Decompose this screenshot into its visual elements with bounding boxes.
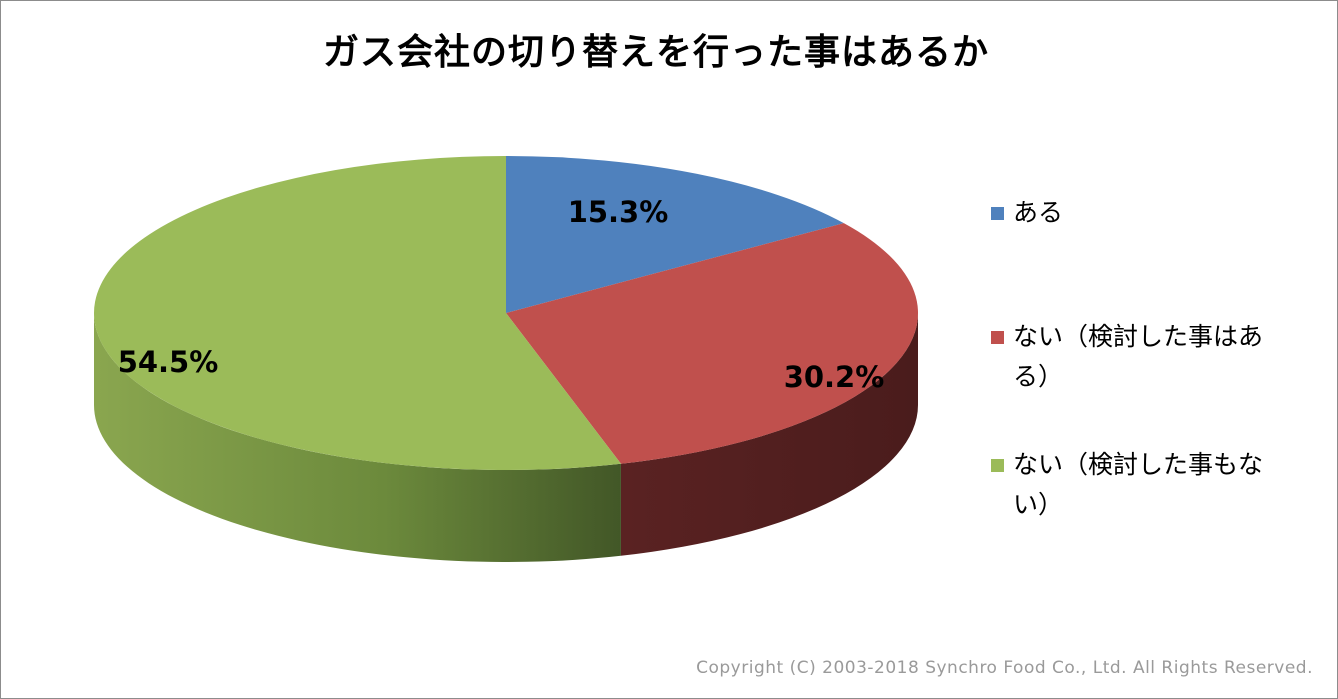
data-label-nai-kentou-nai: 54.5%: [118, 345, 219, 379]
chart-title: ガス会社の切り替えを行った事はあるか: [322, 32, 989, 73]
legend-swatch-aru: [991, 207, 1004, 220]
pie-side-nai-kentou-nai: [94, 313, 621, 562]
pie-side-nai-kentou-aru: [620, 313, 919, 556]
pie-labels: 15.3% 30.2% 54.5%: [118, 195, 885, 394]
copyright-notice: Copyright (C) 2003-2018 Synchro Food Co.…: [696, 658, 1313, 678]
pie-tops: [93, 156, 918, 470]
pie-slice-nai-kentou-aru: [506, 223, 918, 464]
data-label-nai-kentou-aru: 30.2%: [784, 360, 885, 394]
pie-sides: [94, 313, 919, 562]
pie-slice-nai-kentou-nai: [93, 156, 621, 470]
legend-label-aru: ある: [1013, 198, 1064, 227]
data-label-aru: 15.3%: [568, 195, 669, 229]
legend-label-nai-kentou-aru: ない（検討した事はある）: [1013, 322, 1264, 391]
pie-slice-aru: [506, 156, 844, 313]
legend-swatch-nai-kentou-nai: [991, 459, 1004, 472]
legend-swatch-nai-kentou-aru: [991, 331, 1004, 344]
legend-label-nai-kentou-nai: ない（検討した事もない）: [1013, 450, 1264, 519]
